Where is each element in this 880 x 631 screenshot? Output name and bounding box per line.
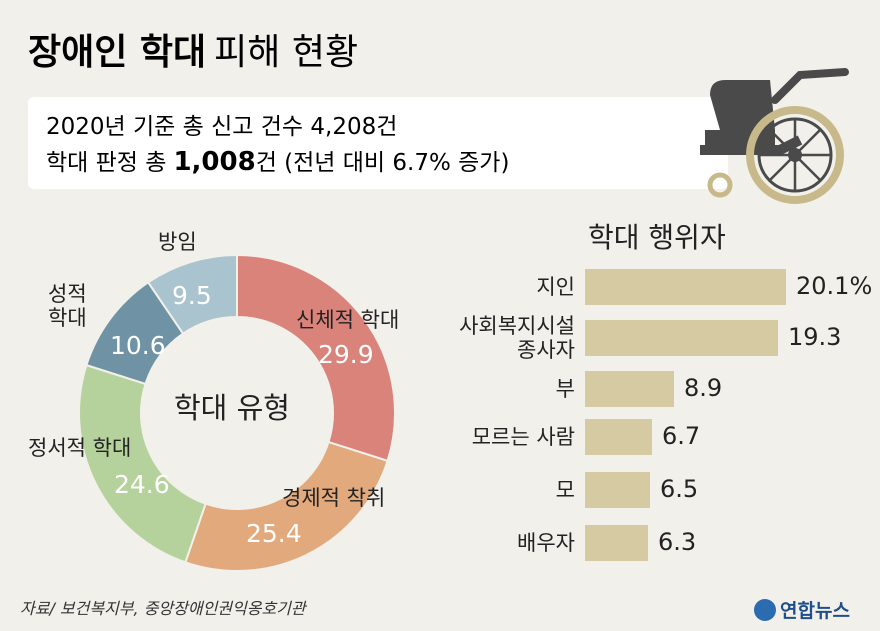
bar (585, 320, 778, 356)
slice-value: 25.4 (246, 519, 302, 548)
header-line2-post: 건 (전년 대비 6.7% 증가) (256, 150, 510, 176)
bar (585, 269, 786, 305)
bar-category: 모 (555, 478, 575, 502)
donut-slice (78, 363, 207, 564)
bar-value: 19.3 (788, 323, 842, 351)
slice-value: 24.6 (114, 470, 170, 499)
bar-value: 6.3 (658, 528, 697, 556)
title-bold: 장애인 학대 (28, 32, 206, 73)
header-line1: 2020년 기준 총 신고 건수 4,208건 (46, 114, 397, 140)
bar (585, 371, 674, 407)
title: 장애인 학대 피해 현황 (28, 32, 358, 73)
bar-category: 부 (555, 377, 575, 401)
bar (585, 472, 650, 508)
bar-category: 사회복지시설 종사자 (459, 314, 575, 363)
slice-label: 신체적 학대 (296, 308, 400, 332)
header-line2-pre: 학대 판정 총 (46, 150, 166, 176)
donut-slice (236, 253, 396, 463)
header-box (28, 97, 728, 189)
wheelchair-icon (700, 68, 849, 204)
slice-label: 정서적 학대 (28, 436, 132, 460)
donut-slice (146, 253, 238, 335)
center-label: 학대 유형 (174, 391, 290, 425)
slice-value: 9.5 (172, 281, 212, 310)
bar-category: 지인 (536, 275, 575, 299)
title-rest: 피해 현황 (214, 32, 358, 73)
slice-value: 29.9 (318, 340, 374, 369)
bar-value: 8.9 (684, 374, 723, 402)
bar-category: 배우자 (517, 531, 575, 555)
logo-icon (754, 599, 776, 621)
source: 자료/ 보건복지부, 중앙장애인권익옹호기관 (20, 599, 308, 618)
bar-chart-title: 학대 행위자 (588, 221, 726, 254)
slice-label: 방임 (158, 230, 197, 254)
bar-value: 20.1% (796, 272, 873, 300)
slice-value: 10.6 (110, 331, 166, 360)
logo: 연합뉴스 (780, 600, 850, 622)
bar-category: 모르는 사람 (471, 425, 575, 449)
header-line2: 학대 판정 총 1,008건 (전년 대비 6.7% 증가) (46, 147, 509, 177)
bar-value: 6.7 (662, 422, 701, 450)
bar (585, 525, 648, 561)
bar-value: 6.5 (660, 475, 699, 503)
donut-slice (184, 440, 389, 572)
slice-label: 경제적 착취 (282, 486, 386, 510)
bar (585, 419, 652, 455)
slice-label: 성적 학대 (48, 282, 87, 331)
header-line2-bold: 1,008 (173, 147, 255, 177)
